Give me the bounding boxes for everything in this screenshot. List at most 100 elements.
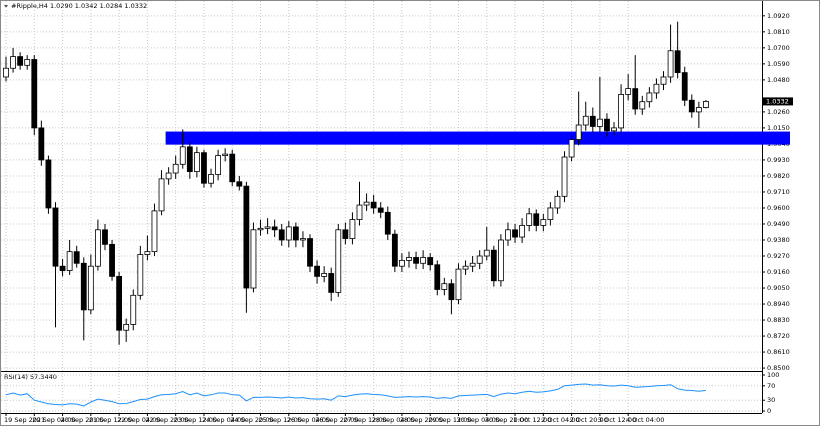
candle-body xyxy=(229,153,236,183)
y-tick-label: 0.9160 xyxy=(767,268,790,276)
y-tick-label: 0.8940 xyxy=(767,300,790,308)
support-zone xyxy=(165,131,791,145)
y-tick-label: 0.8720 xyxy=(767,332,790,340)
candle-body xyxy=(264,226,271,229)
candle-body xyxy=(384,211,391,235)
candle-body xyxy=(455,268,462,301)
candle-body xyxy=(441,283,448,290)
candle-body xyxy=(31,59,38,129)
candle-body xyxy=(589,115,596,127)
symbol-icon xyxy=(4,5,8,8)
candle-body xyxy=(158,178,165,212)
candle-body xyxy=(681,72,688,101)
indicator-title: RSI(14) 57.3440 xyxy=(4,373,57,381)
candle-body xyxy=(24,59,31,66)
candle-body xyxy=(285,226,292,241)
x-tick-label: 2 Oct 20:00 xyxy=(570,416,608,424)
x-tick-label: 26 Sep 04:00 xyxy=(287,416,330,424)
candle-body xyxy=(95,229,101,267)
last-price-label: 1.0332 xyxy=(766,97,789,105)
x-tick-label: 22 Sep 04:00 xyxy=(117,416,160,424)
candle-body xyxy=(370,201,377,209)
x-tick-label: 30 Sep 20:00 xyxy=(485,416,528,424)
candle-body xyxy=(250,229,257,289)
candle-body xyxy=(363,201,370,206)
candle-body xyxy=(512,229,518,238)
x-tick-label: 20 Sep 20:00 xyxy=(61,416,104,424)
candle-body xyxy=(307,238,313,267)
candle-body xyxy=(45,159,52,209)
candle-body xyxy=(186,146,193,172)
candle-body xyxy=(144,251,151,255)
candle-body xyxy=(151,210,158,253)
candle-body xyxy=(271,226,278,231)
y-tick-label: 0 xyxy=(767,407,771,415)
x-tick-label: 3 Oct 12:00 xyxy=(598,416,636,424)
candle-body xyxy=(215,155,222,175)
candle-body xyxy=(165,172,172,180)
y-tick-label: 1.0150 xyxy=(767,124,790,132)
candle-body xyxy=(540,219,547,226)
y-tick-label: 0.9930 xyxy=(767,156,790,164)
candle-body xyxy=(109,243,115,277)
candle-body xyxy=(483,249,490,257)
x-tick-label: 19 Sep 2021 xyxy=(4,416,45,424)
candle-body xyxy=(476,255,483,264)
candle-body xyxy=(695,107,702,113)
x-tick-label: 25 Sep 12:00 xyxy=(259,416,302,424)
candle-body xyxy=(193,152,200,172)
x-tick-label: 2 Oct 04:00 xyxy=(541,416,579,424)
candle-body xyxy=(342,229,349,239)
candle-body xyxy=(137,254,144,296)
candle-body xyxy=(618,94,624,129)
candle-body xyxy=(653,83,660,94)
x-tick-label: 30 Sep 04:00 xyxy=(456,416,499,424)
x-tick-label: 23 Sep 12:00 xyxy=(174,416,217,424)
x-tick-label: 24 Sep 20:00 xyxy=(230,416,273,424)
x-tick-label: 28 Sep 20:00 xyxy=(400,416,443,424)
x-tick-label: 4 Oct 04:00 xyxy=(626,416,664,424)
candle-body xyxy=(399,259,405,267)
candle-body xyxy=(413,257,419,264)
candle-body xyxy=(87,265,94,311)
candle-body xyxy=(201,152,207,184)
y-tick-label: 0.9820 xyxy=(767,172,790,180)
candle-body xyxy=(116,275,123,331)
candle-body xyxy=(80,262,87,311)
candle-body xyxy=(257,227,264,231)
y-tick-label: 30 xyxy=(767,396,775,404)
candle-body xyxy=(639,101,646,110)
candle-body xyxy=(321,273,328,277)
candle-body xyxy=(547,207,554,221)
candle-body xyxy=(462,265,469,270)
last-price-box xyxy=(763,97,793,106)
x-tick-label: 20 Sep 04:00 xyxy=(32,416,75,424)
y-tick-label: 1.0480 xyxy=(767,76,790,84)
candle-body xyxy=(300,238,306,241)
candle-body xyxy=(688,99,695,113)
candle-body xyxy=(38,127,45,161)
y-tick-label: 0.9050 xyxy=(767,284,790,292)
x-tick-label: 22 Sep 20:00 xyxy=(145,416,188,424)
y-tick-label: 0.9710 xyxy=(767,188,790,196)
candle-body xyxy=(3,67,9,78)
candle-body xyxy=(448,283,455,301)
candle-body xyxy=(391,233,398,267)
y-tick-label: 0.9600 xyxy=(767,204,790,212)
candle-body xyxy=(10,56,16,69)
candle-body xyxy=(66,251,73,271)
candle-body xyxy=(427,257,434,266)
candle-body xyxy=(674,50,681,73)
candle-body xyxy=(335,229,342,293)
x-tick-label: 1 Oct 12:00 xyxy=(513,416,551,424)
candle-body xyxy=(328,273,335,293)
candle-body xyxy=(73,251,80,264)
candle-body xyxy=(292,226,299,241)
candle-body xyxy=(596,118,603,127)
candle-body xyxy=(625,88,632,95)
candle-body xyxy=(646,92,653,103)
x-tick-label: 26 Sep 20:00 xyxy=(315,416,358,424)
candle-body xyxy=(123,324,130,331)
candle-body xyxy=(102,229,108,245)
candle-body xyxy=(660,76,667,85)
